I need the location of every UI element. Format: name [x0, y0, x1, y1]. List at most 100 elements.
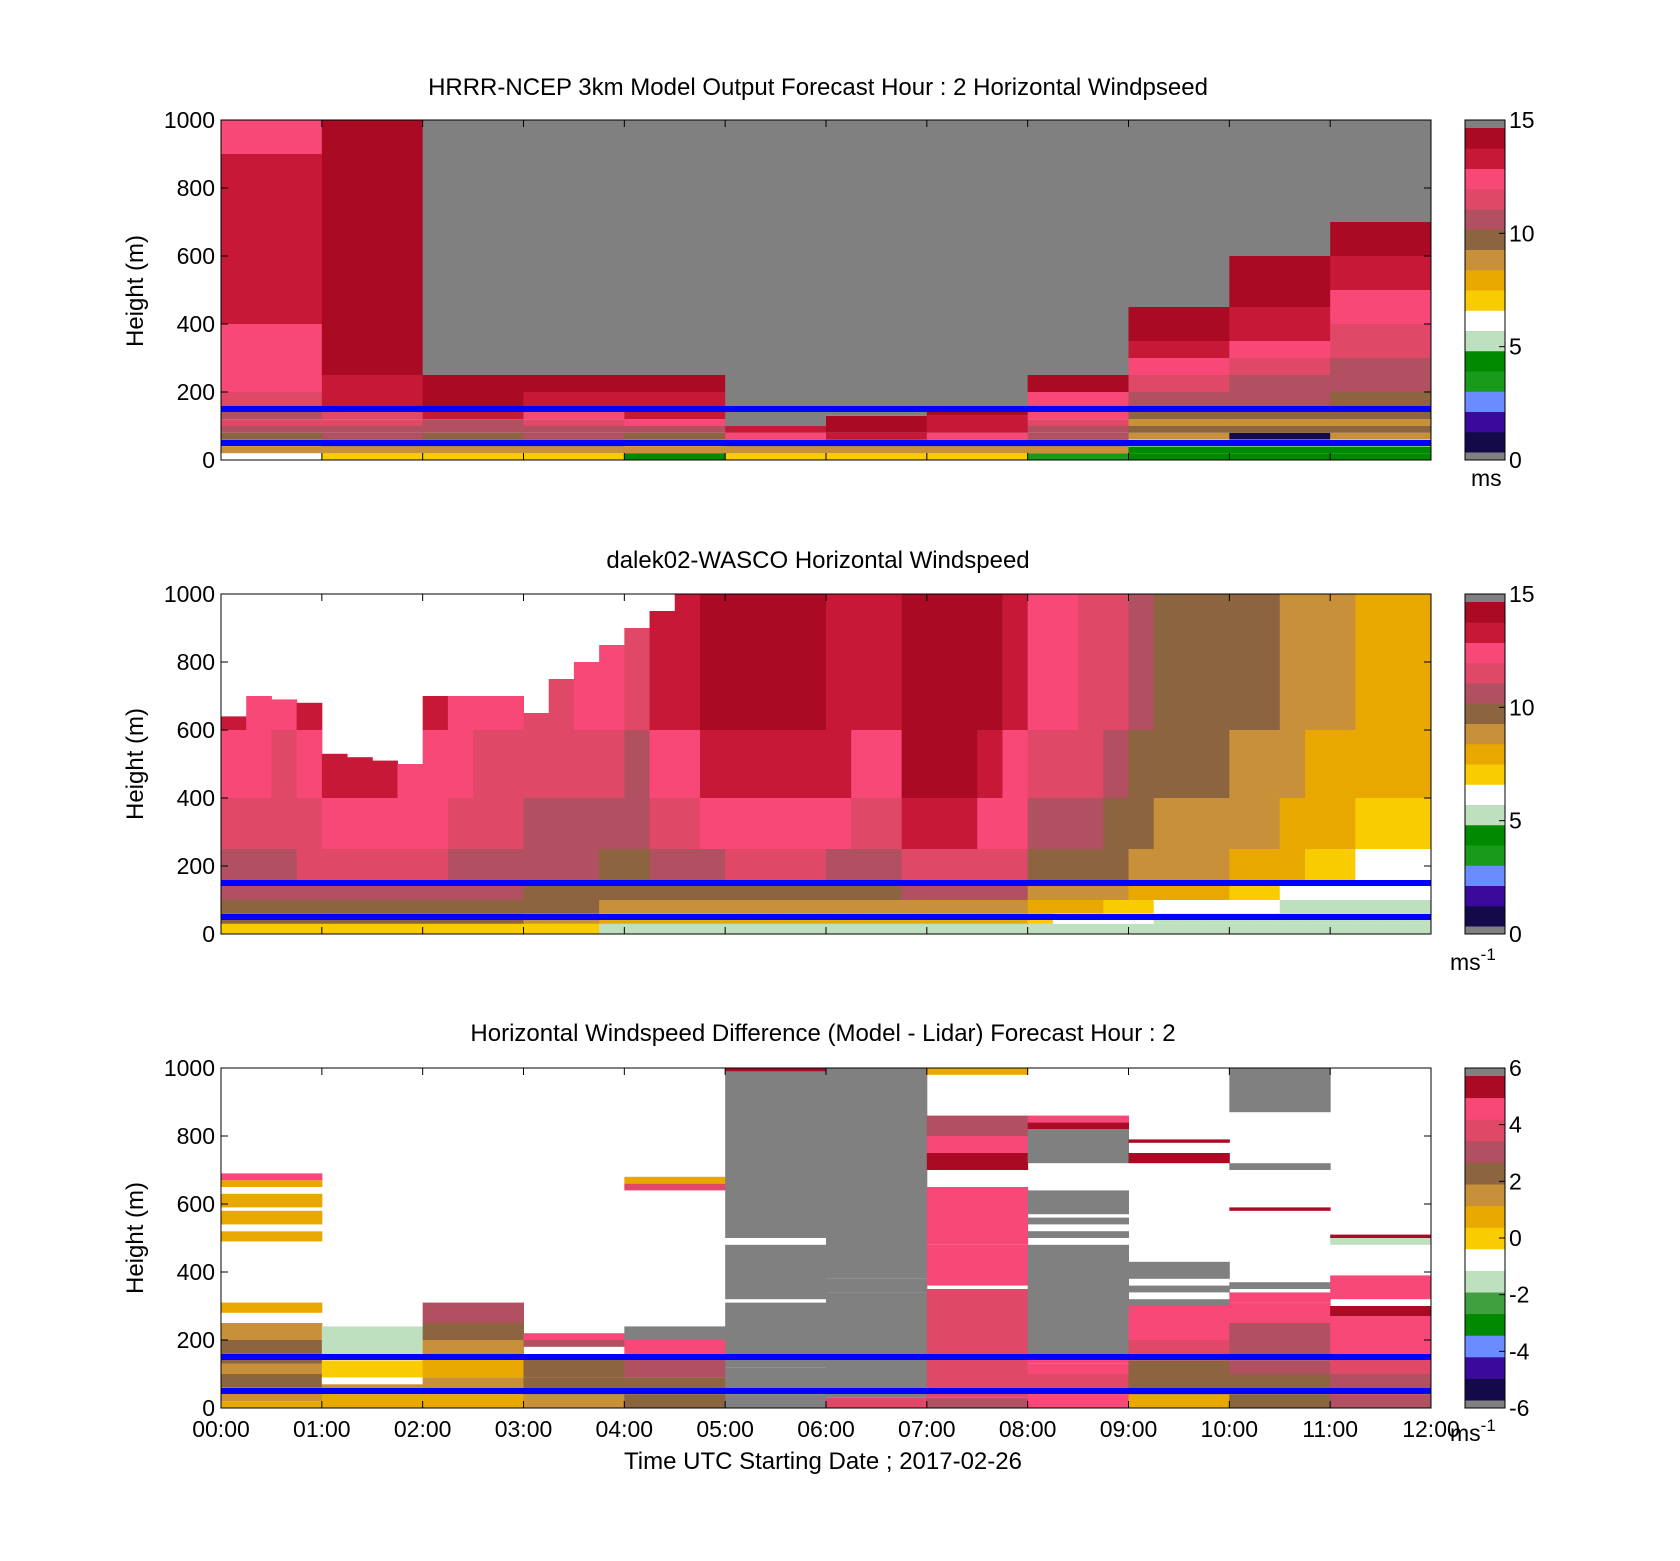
heatmap-cell — [1330, 432, 1432, 440]
heatmap-cell — [1229, 1282, 1331, 1289]
heatmap-cell — [1330, 426, 1432, 433]
heatmap-cell — [599, 900, 625, 914]
heatmap-cell — [725, 1071, 827, 1238]
heatmap-cell — [1178, 594, 1205, 730]
heatmap-cell — [1229, 273, 1331, 290]
heatmap-cell — [296, 883, 323, 900]
heatmap-cell — [1405, 900, 1432, 914]
heatmap-cell — [1128, 1261, 1230, 1279]
colorbar: 0 5 10 15 — [1464, 107, 1535, 473]
colorbar-swatch — [1465, 1097, 1505, 1120]
heatmap-cell — [1128, 419, 1230, 426]
heatmap-cell — [624, 392, 726, 409]
heatmap-cell — [422, 1340, 524, 1357]
heatmap-cell — [750, 730, 777, 798]
heatmap-cell — [599, 849, 625, 883]
heatmap-cell — [397, 798, 424, 849]
colorbar-swatch — [1465, 642, 1505, 664]
heatmap-cell — [1027, 1357, 1129, 1364]
heatmap-cell — [523, 1333, 625, 1340]
heatmap-cell — [1380, 594, 1407, 730]
heatmap-cell — [649, 730, 676, 798]
heatmap-cell — [826, 432, 928, 440]
heatmap-cell — [1128, 426, 1230, 433]
heatmap-cell — [1279, 594, 1306, 730]
heatmap-cell — [246, 883, 272, 900]
heatmap-cell — [573, 883, 600, 900]
heatmap-cell — [926, 426, 1029, 433]
colorbar-swatch — [1465, 743, 1505, 765]
heatmap-cell — [523, 730, 550, 798]
colorbar-swatch — [1465, 1356, 1505, 1379]
heatmap-cell — [876, 730, 903, 798]
heatmap-cell — [750, 900, 777, 914]
heatmap-cell — [699, 900, 726, 914]
heatmap-cell — [1027, 1244, 1129, 1357]
panel-difference: Horizontal Windspeed Difference (Model -… — [122, 1020, 1530, 1446]
heatmap-cell — [1052, 798, 1079, 849]
colorbar-tick-label: 10 — [1509, 694, 1535, 720]
heatmap-cell — [422, 446, 524, 454]
heatmap-cell — [1128, 1139, 1230, 1143]
heatmap-cell — [1330, 730, 1356, 798]
heatmap-cell — [1027, 432, 1129, 440]
y-tick-label: 1000 — [164, 1055, 215, 1081]
heatmap-cell — [1128, 923, 1155, 934]
heatmap-cell — [221, 392, 323, 409]
heatmap-cell — [422, 426, 524, 433]
heatmap-cell — [1103, 798, 1129, 849]
heatmap-cell — [1027, 1129, 1129, 1164]
heatmap-cell — [1128, 375, 1230, 392]
heatmap-cell — [1330, 392, 1432, 409]
heatmap-cell — [1128, 883, 1155, 900]
heatmap-cell — [397, 923, 424, 934]
heatmap-cell — [977, 730, 1003, 798]
colorbar-tick-label: 6 — [1509, 1055, 1522, 1081]
heatmap-cell — [296, 923, 323, 934]
heatmap-cell — [221, 358, 323, 375]
heatmap-cell — [523, 900, 550, 914]
heatmap-cell — [1304, 798, 1331, 849]
heatmap-cell — [977, 849, 1003, 883]
colorbar-swatch — [1465, 784, 1505, 805]
heatmap-cell — [926, 730, 953, 798]
heatmap-cell — [321, 324, 424, 358]
colorbar-tick-label: 15 — [1509, 107, 1535, 133]
heatmap-cell — [1229, 324, 1331, 341]
colorbar-tick-label: 0 — [1509, 921, 1522, 947]
heatmap-cell — [221, 900, 247, 914]
heatmap-cell — [498, 900, 524, 914]
heatmap-cell — [674, 900, 701, 914]
heatmap-cell — [523, 432, 625, 440]
heatmap-cell — [1330, 341, 1432, 358]
heatmap-cell — [1078, 883, 1104, 900]
colorbar-swatch — [1465, 703, 1505, 724]
heatmap-cell — [1128, 1394, 1230, 1408]
heatmap-cell — [1229, 900, 1256, 914]
heatmap-cell — [523, 798, 550, 849]
heatmap-cell — [1078, 923, 1104, 934]
colorbar-swatch — [1465, 1378, 1505, 1401]
heatmap-cell — [1229, 849, 1256, 883]
heatmap-cell — [1128, 358, 1230, 375]
heatmap-cell — [725, 849, 751, 883]
heatmap-cell — [1078, 849, 1104, 883]
y-tick-label: 200 — [177, 853, 215, 879]
heatmap-cell — [321, 432, 424, 440]
heatmap-cell — [221, 426, 323, 433]
heatmap-cell — [901, 883, 928, 900]
heatmap-cell — [523, 1340, 625, 1347]
heatmap-cell — [347, 798, 373, 849]
colorbar-tick-label: -2 — [1509, 1282, 1529, 1308]
heatmap-cell — [1178, 923, 1205, 934]
heatmap-cell — [548, 923, 575, 934]
colorbar-swatch — [1465, 804, 1505, 826]
heatmap-cell — [1128, 446, 1230, 454]
colorbar-unit-base: ms — [1450, 949, 1481, 975]
colorbar-swatch — [1465, 330, 1505, 352]
y-tick-label: 400 — [177, 1259, 215, 1285]
heatmap-cell — [573, 662, 600, 730]
heatmap-cell — [775, 900, 802, 914]
heatmap-cell — [1128, 1299, 1230, 1306]
